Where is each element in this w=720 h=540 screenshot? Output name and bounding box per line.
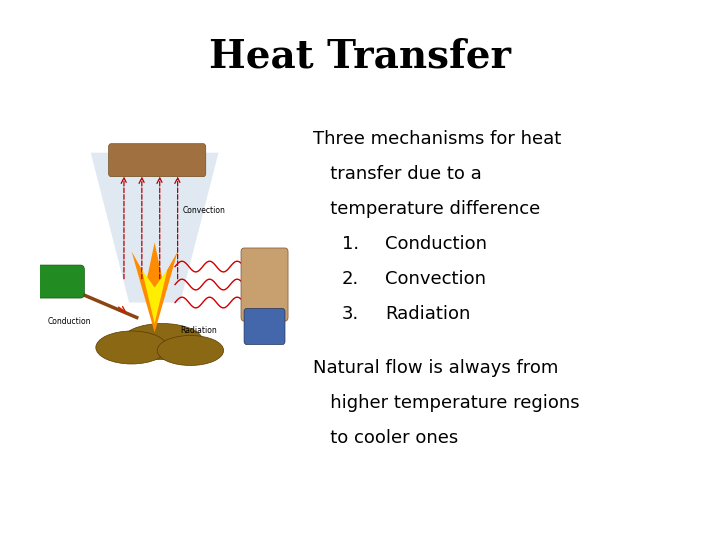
- Text: Convection: Convection: [183, 206, 225, 214]
- Text: higher temperature regions: higher temperature regions: [313, 394, 580, 412]
- Text: 2.: 2.: [342, 270, 359, 288]
- Ellipse shape: [122, 323, 203, 360]
- Text: Conduction: Conduction: [48, 316, 91, 326]
- FancyBboxPatch shape: [241, 248, 288, 321]
- Text: 3.: 3.: [342, 305, 359, 323]
- Ellipse shape: [157, 335, 224, 366]
- Polygon shape: [142, 269, 167, 323]
- Text: to cooler ones: to cooler ones: [313, 429, 459, 447]
- Text: transfer due to a: transfer due to a: [313, 165, 482, 183]
- Text: Radiation: Radiation: [180, 326, 217, 334]
- Text: temperature difference: temperature difference: [313, 200, 541, 218]
- Text: Three mechanisms for heat: Three mechanisms for heat: [313, 130, 562, 147]
- Polygon shape: [132, 242, 178, 333]
- Ellipse shape: [96, 331, 167, 364]
- Polygon shape: [91, 153, 219, 302]
- Text: 1.: 1.: [342, 235, 359, 253]
- Text: Conduction: Conduction: [385, 235, 487, 253]
- Text: Heat Transfer: Heat Transfer: [209, 38, 511, 76]
- FancyBboxPatch shape: [36, 265, 84, 298]
- Text: Convection: Convection: [385, 270, 486, 288]
- Text: Natural flow is always from: Natural flow is always from: [313, 359, 559, 377]
- FancyBboxPatch shape: [109, 144, 206, 177]
- FancyBboxPatch shape: [244, 308, 285, 345]
- Text: Radiation: Radiation: [385, 305, 471, 323]
